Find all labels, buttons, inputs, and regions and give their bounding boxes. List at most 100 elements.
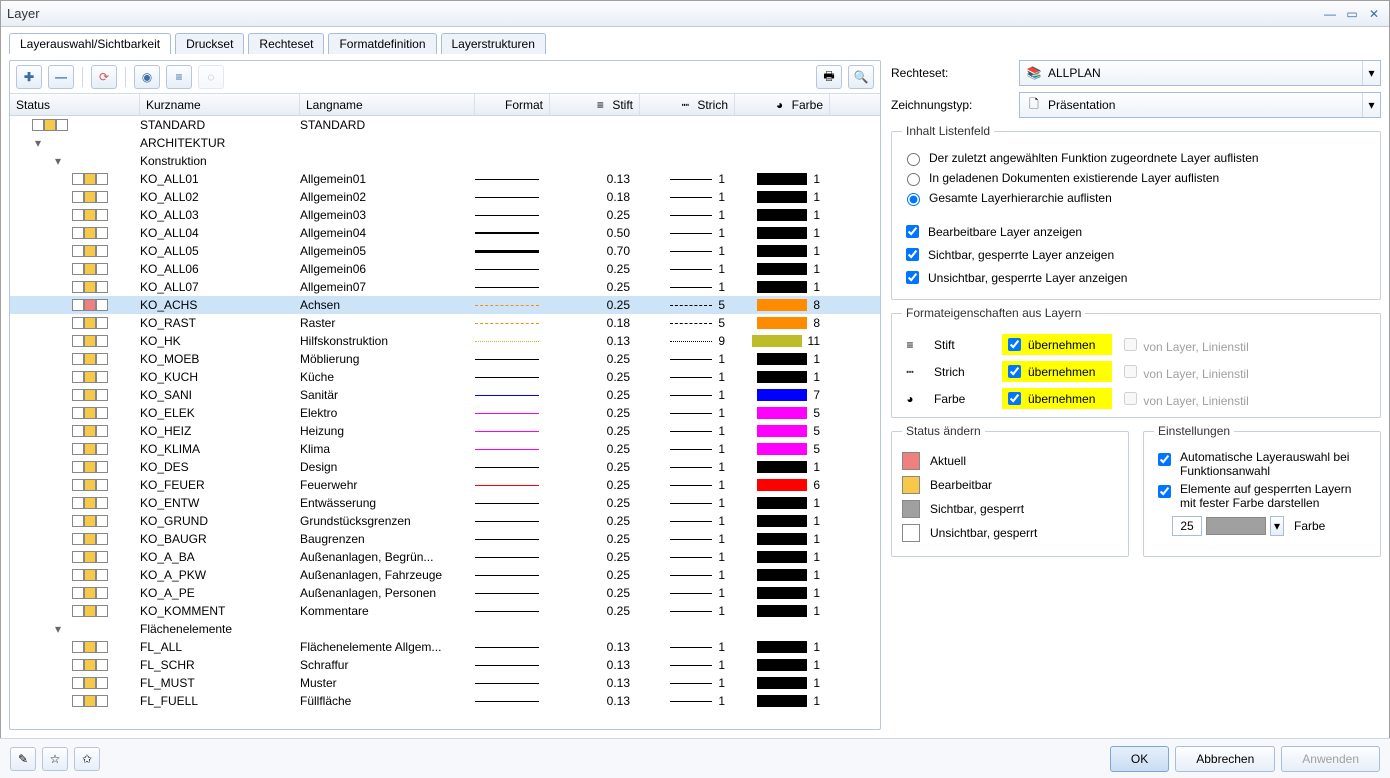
layer-row[interactable]: FL_SCHRSchraffur0.13 1 1	[10, 656, 880, 674]
col-kurzname[interactable]: Kurzname	[140, 94, 300, 115]
layer-row[interactable]: KO_ALL06Allgemein060.25 1 1	[10, 260, 880, 278]
layer-row[interactable]: KO_A_PEAußenanlagen, Personen0.25 1 1	[10, 584, 880, 602]
layer-row[interactable]: KO_KUCHKüche0.25 1 1	[10, 368, 880, 386]
favorite-save-button[interactable]: ☆	[42, 747, 68, 771]
maximize-button[interactable]: ▭	[1343, 6, 1361, 22]
status-boxes[interactable]	[72, 497, 108, 509]
listmode-radio-1[interactable]	[907, 173, 920, 186]
print-button[interactable]: 🖶	[816, 65, 842, 89]
col-stift[interactable]: ≡Stift	[550, 94, 640, 115]
layer-row[interactable]: KO_ALL04Allgemein040.50 1 1	[10, 224, 880, 242]
status-item-2[interactable]: Sichtbar, gesperrt	[902, 500, 1118, 518]
status-boxes[interactable]	[72, 551, 108, 563]
refresh-button[interactable]: ⟳	[91, 65, 117, 89]
status-boxes[interactable]	[32, 119, 68, 131]
layer-row[interactable]: KO_RASTRaster0.18 5 8	[10, 314, 880, 332]
status-boxes[interactable]	[72, 695, 108, 707]
layer-row[interactable]: KO_HKHilfskonstruktion0.13 9 11	[10, 332, 880, 350]
layer-row[interactable]: FL_MUSTMuster0.13 1 1	[10, 674, 880, 692]
tab-3[interactable]: Formatdefinition	[328, 33, 436, 54]
search-button[interactable]: 🔍	[848, 65, 874, 89]
status-boxes[interactable]	[72, 371, 108, 383]
layer-row[interactable]: KO_ENTWEntwässerung0.25 1 1	[10, 494, 880, 512]
status-item-0[interactable]: Aktuell	[902, 452, 1118, 470]
expand-button[interactable]: ◉	[134, 65, 160, 89]
listmode-radio-2[interactable]	[907, 193, 920, 206]
layer-row[interactable]: KO_KLIMAKlima0.25 1 5	[10, 440, 880, 458]
layer-row[interactable]: KO_MOEBMöblierung0.25 1 1	[10, 350, 880, 368]
tree-group[interactable]: ▾Flächenelemente	[10, 620, 880, 638]
status-boxes[interactable]	[72, 677, 108, 689]
favorite-button[interactable]: ✩	[74, 747, 100, 771]
status-boxes[interactable]	[72, 173, 108, 185]
layer-row[interactable]: KO_GRUNDGrundstücksgrenzen0.25 1 1	[10, 512, 880, 530]
status-boxes[interactable]	[72, 479, 108, 491]
tab-2[interactable]: Rechteset	[248, 33, 324, 54]
tab-1[interactable]: Druckset	[175, 33, 244, 54]
col-format[interactable]: Format	[475, 94, 550, 115]
col-strich[interactable]: ┉Strich	[640, 94, 735, 115]
layer-row[interactable]: STANDARDSTANDARD	[10, 116, 880, 134]
layer-row[interactable]: KO_ALL07Allgemein070.25 1 1	[10, 278, 880, 296]
status-boxes[interactable]	[72, 461, 108, 473]
uebernehmen-check-1[interactable]: übernehmen	[1002, 361, 1112, 382]
status-boxes[interactable]	[72, 191, 108, 203]
tab-0[interactable]: Layerauswahl/Sichtbarkeit	[9, 33, 171, 54]
farbe-value-input[interactable]	[1172, 516, 1202, 536]
visibility-check-1[interactable]	[906, 248, 919, 261]
tree-group[interactable]: ▾ARCHITEKTUR	[10, 134, 880, 152]
close-button[interactable]: ✕	[1365, 6, 1383, 22]
einst-check-0[interactable]	[1158, 453, 1171, 466]
layer-row[interactable]: KO_ALL03Allgemein030.25 1 1	[10, 206, 880, 224]
cancel-button[interactable]: Abbrechen	[1175, 746, 1275, 772]
status-boxes[interactable]	[72, 335, 108, 347]
layer-row[interactable]: KO_A_BAAußenanlagen, Begrün...0.25 1 1	[10, 548, 880, 566]
zeichnungstyp-combo[interactable]: 🗋 Präsentation ▾	[1019, 92, 1381, 118]
status-boxes[interactable]	[72, 209, 108, 221]
layer-row[interactable]: KO_ALL05Allgemein050.70 1 1	[10, 242, 880, 260]
layer-row[interactable]: KO_ELEKElektro0.25 1 5	[10, 404, 880, 422]
status-boxes[interactable]	[72, 227, 108, 239]
layer-row[interactable]: KO_ACHSAchsen0.25 5 8	[10, 296, 880, 314]
visibility-check-0[interactable]	[906, 225, 919, 238]
status-boxes[interactable]	[72, 587, 108, 599]
layer-row[interactable]: FL_FUELLFüllfläche0.13 1 1	[10, 692, 880, 710]
einst-check-1[interactable]	[1158, 485, 1171, 498]
favorite-open-button[interactable]: ✎	[10, 747, 36, 771]
add-button[interactable]: ✚	[16, 65, 42, 89]
status-item-1[interactable]: Bearbeitbar	[902, 476, 1118, 494]
status-boxes[interactable]	[72, 317, 108, 329]
layer-row[interactable]: KO_KOMMENTKommentare0.25 1 1	[10, 602, 880, 620]
expander-icon[interactable]: ▾	[52, 622, 64, 636]
status-boxes[interactable]	[72, 353, 108, 365]
layer-row[interactable]: KO_ALL02Allgemein020.18 1 1	[10, 188, 880, 206]
layer-row[interactable]: KO_DESDesign0.25 1 1	[10, 458, 880, 476]
status-boxes[interactable]	[72, 281, 108, 293]
layer-row[interactable]: FL_ALLFlächenelemente Allgem...0.13 1 1	[10, 638, 880, 656]
status-boxes[interactable]	[72, 533, 108, 545]
layer-row[interactable]: KO_ALL01Allgemein010.13 1 1	[10, 170, 880, 188]
tab-4[interactable]: Layerstrukturen	[441, 33, 546, 54]
layer-row[interactable]: KO_FEUERFeuerwehr0.25 1 6	[10, 476, 880, 494]
visibility-check-2[interactable]	[906, 271, 919, 284]
layer-row[interactable]: KO_SANISanitär0.25 1 7	[10, 386, 880, 404]
listmode-radio-0[interactable]	[907, 153, 920, 166]
layer-row[interactable]: KO_BAUGRBaugrenzen0.25 1 1	[10, 530, 880, 548]
remove-button[interactable]: —	[48, 65, 74, 89]
status-boxes[interactable]	[72, 299, 108, 311]
expander-icon[interactable]: ▾	[32, 136, 44, 150]
status-item-3[interactable]: Unsichtbar, gesperrt	[902, 524, 1118, 542]
uebernehmen-check-2[interactable]: übernehmen	[1002, 388, 1112, 409]
status-boxes[interactable]	[72, 407, 108, 419]
layer-row[interactable]: KO_HEIZHeizung0.25 1 5	[10, 422, 880, 440]
tree-group[interactable]: ▾Konstruktion	[10, 152, 880, 170]
minimize-button[interactable]: —	[1321, 6, 1339, 22]
status-boxes[interactable]	[72, 641, 108, 653]
status-boxes[interactable]	[72, 425, 108, 437]
status-boxes[interactable]	[72, 659, 108, 671]
status-boxes[interactable]	[72, 515, 108, 527]
col-status[interactable]: Status	[10, 94, 140, 115]
ok-button[interactable]: OK	[1110, 746, 1169, 772]
uebernehmen-check-0[interactable]: übernehmen	[1002, 334, 1112, 355]
status-boxes[interactable]	[72, 389, 108, 401]
